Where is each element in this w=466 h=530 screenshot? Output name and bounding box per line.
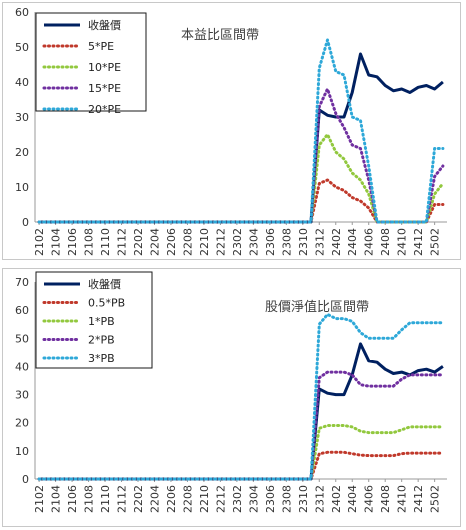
x-tick-label: 2110	[99, 228, 112, 256]
y-tick-label: 30	[15, 111, 29, 124]
x-tick-label: 2306	[264, 485, 277, 513]
x-tick-label: 2302	[231, 485, 244, 513]
x-tick-label: 2202	[132, 485, 145, 513]
y-tick-label: 0	[22, 473, 29, 486]
x-tick-label: 2402	[330, 228, 343, 256]
series-line-1	[37, 178, 445, 224]
x-tick-label: 2204	[148, 228, 161, 256]
chart-title: 股價淨值比區間帶	[265, 299, 369, 315]
x-tick-label: 2210	[198, 228, 211, 256]
x-tick-label: 2308	[280, 485, 293, 513]
series-line-4	[37, 38, 445, 224]
x-tick-label: 2108	[83, 228, 96, 256]
x-tick-label: 2108	[83, 485, 96, 513]
pe-band-chart-panel: 0 10 20 30 40 50 60 2102 2104 2106 2108 2110 2112 220…	[2, 2, 461, 260]
legend-label: 0.5*PB	[88, 297, 125, 310]
legend-label: 10*PE	[88, 61, 121, 74]
series-line-4	[37, 312, 445, 481]
y-tick-label: 50	[15, 332, 29, 345]
legend-label: 收盤價	[88, 18, 121, 32]
x-tick-label: 2412	[412, 228, 425, 256]
x-tick-label: 2304	[247, 485, 260, 513]
x-tick-label: 2412	[412, 485, 425, 513]
y-tick-label: 30	[15, 389, 29, 402]
x-tick-label: 2502	[429, 485, 442, 513]
chart-title: 本益比區間帶	[181, 28, 259, 43]
x-tick-label: 2204	[148, 485, 161, 513]
x-tick-label: 2102	[33, 485, 46, 513]
legend-label: 2*PB	[88, 334, 115, 347]
legend: 收盤價 0.5*PB 1*PB 2*PB 3*PB	[35, 271, 153, 369]
series-line-2	[37, 133, 445, 224]
legend-label: 5*PE	[88, 40, 114, 53]
legend-label: 3*PB	[88, 352, 115, 365]
legend-label: 15*PE	[88, 82, 121, 95]
legend-label: 收盤價	[88, 277, 121, 291]
y-tick-label: 20	[15, 417, 29, 430]
x-tick-label: 2406	[363, 228, 376, 256]
y-tick-label: 70	[15, 276, 29, 289]
x-tick-label: 2112	[116, 228, 129, 256]
x-tick-label: 2406	[363, 485, 376, 513]
y-tick-label: 60	[15, 304, 29, 317]
legend-box	[35, 271, 153, 369]
y-tick-label: 50	[15, 41, 29, 54]
x-tick-label: 2104	[50, 228, 63, 256]
y-tick-label: 40	[15, 76, 29, 89]
legend-label: 20*PE	[88, 103, 121, 116]
x-tick-label: 2106	[66, 485, 79, 513]
pb-band-chart-panel: 0 10 20 30 40 50 60 70 2102 2104 2106 2108 2110 2112 2…	[2, 268, 461, 527]
x-tick-label: 2206	[165, 485, 178, 513]
series-line-3	[37, 370, 445, 481]
x-tick-label: 2408	[379, 228, 392, 256]
x-tick-label: 2410	[396, 485, 409, 513]
x-tick-label: 2312	[313, 485, 326, 513]
legend-box	[35, 12, 147, 112]
x-tick-label: 2106	[66, 228, 79, 256]
x-tick-label: 2210	[198, 485, 211, 513]
x-tick-label: 2206	[165, 228, 178, 256]
x-tick-label: 2502	[429, 228, 442, 256]
legend-label: 1*PB	[88, 315, 115, 328]
x-tick-label: 2302	[231, 228, 244, 256]
series-line-2	[37, 424, 445, 481]
y-tick-label: 10	[15, 181, 29, 194]
x-tick-label: 2304	[247, 228, 260, 256]
x-tick-label: 2308	[280, 228, 293, 256]
x-tick-label: 2112	[116, 485, 129, 513]
y-tick-label: 0	[22, 216, 29, 229]
x-tick-label: 2410	[396, 228, 409, 256]
x-tick-label: 2310	[297, 228, 310, 256]
x-tick-label: 2104	[50, 485, 63, 513]
x-tick-label: 2404	[346, 228, 359, 256]
x-tick-label: 2408	[379, 485, 392, 513]
y-tick-label: 20	[15, 146, 29, 159]
series-line-1	[37, 450, 445, 481]
y-tick-label: 40	[15, 360, 29, 373]
y-tick-label: 60	[15, 6, 29, 19]
x-tick-label: 2306	[264, 228, 277, 256]
x-tick-label: 2208	[181, 228, 194, 256]
x-tick-label: 2310	[297, 485, 310, 513]
y-tick-label: 10	[15, 445, 29, 458]
x-tick-label: 2402	[330, 485, 343, 513]
x-tick-label: 2312	[313, 228, 326, 256]
legend: 收盤價 5*PE 10*PE 15*PE 20*PE	[35, 12, 147, 116]
x-tick-label: 2102	[33, 228, 46, 256]
x-tick-label: 2110	[99, 485, 112, 513]
x-tick-label: 2212	[214, 228, 227, 256]
x-tick-label: 2208	[181, 485, 194, 513]
x-tick-label: 2202	[132, 228, 145, 256]
x-tick-label: 2404	[346, 485, 359, 513]
x-tick-label: 2212	[214, 485, 227, 513]
